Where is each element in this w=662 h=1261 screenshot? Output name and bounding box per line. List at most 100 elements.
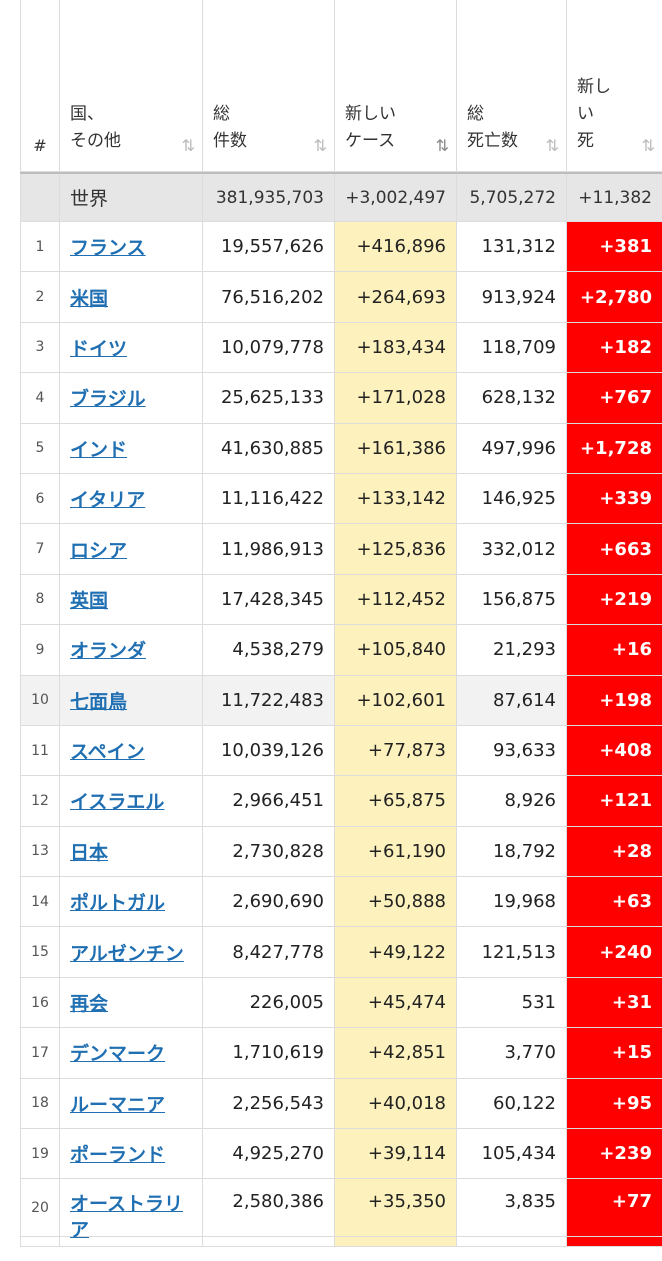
table-header-row: # 国、 その他 ⇅ 総 件数 ⇅ 新しい ケース ⇅ 総 死亡数 ⇅ 新し い… — [20, 0, 662, 172]
total-cases-cell: 2,256,543 — [203, 1078, 335, 1129]
table-row: 1 フランス 19,557,626 +416,896 131,312 +381 — [20, 222, 662, 273]
new-deaths-cell: +95 — [567, 1078, 662, 1129]
row-rank: 17 — [20, 1028, 60, 1078]
country-link[interactable]: 米国 — [70, 287, 109, 310]
header-total-cases[interactable]: 総 件数 ⇅ — [203, 0, 335, 171]
country-link[interactable]: アルゼンチン — [70, 942, 184, 965]
country-link[interactable]: 再会 — [70, 993, 109, 1016]
table-row: 16 再会 226,005 +45,474 531 +31 — [20, 977, 662, 1029]
country-link[interactable]: 日本 — [70, 841, 109, 864]
country-link[interactable]: イスラエル — [70, 791, 165, 814]
new-cases-cell: +112,452 — [335, 574, 457, 625]
new-cases-cell: +61,190 — [335, 826, 457, 877]
header-total-cases-label: 総 件数 — [213, 104, 247, 151]
header-num[interactable]: # — [20, 0, 60, 171]
header-total-deaths-label: 総 死亡数 — [467, 104, 518, 151]
header-new-cases[interactable]: 新しい ケース ⇅ — [335, 0, 457, 171]
row-rank: 11 — [20, 725, 60, 776]
total-deaths-cell: 18,792 — [457, 826, 567, 877]
new-cases-cell: +133,142 — [335, 473, 457, 524]
country-cell: フランス — [60, 222, 203, 272]
country-link[interactable]: オランダ — [70, 640, 147, 663]
country-link[interactable]: ブラジル — [70, 388, 146, 411]
country-cell: 七面鳥 — [60, 675, 203, 725]
country-link[interactable]: 七面鳥 — [70, 690, 128, 713]
country-cell: スペイン — [60, 725, 203, 776]
table-row: 14 ポルトガル 2,690,690 +50,888 19,968 +63 — [20, 877, 662, 928]
country-cell: ドイツ — [60, 322, 203, 373]
country-link[interactable]: ポルトガル — [70, 892, 166, 915]
new-cases-cell: +125,836 — [335, 524, 457, 574]
country-cell: インド — [60, 423, 203, 473]
total-cases-cell: 17,428,345 — [203, 574, 335, 625]
table-row: 20 オーストラリア 2,580,386 +35,350 3,835 +77 — [20, 1179, 662, 1241]
country-cell: イタリア — [60, 473, 203, 524]
header-new-deaths-label: 新し い 死 — [577, 77, 611, 151]
row-rank: 8 — [20, 574, 60, 625]
table-row: 18 ルーマニア 2,256,543 +40,018 60,122 +95 — [20, 1078, 662, 1130]
partial-cell — [60, 1237, 203, 1247]
country-cell: イスラエル — [60, 776, 203, 826]
total-cases-cell: 11,722,483 — [203, 675, 335, 725]
new-deaths-cell: +16 — [567, 625, 662, 675]
table-row: 12 イスラエル 2,966,451 +65,875 8,926 +121 — [20, 776, 662, 827]
country-link[interactable]: イタリア — [70, 489, 146, 512]
total-deaths-cell: 105,434 — [457, 1129, 567, 1179]
row-rank: 6 — [20, 473, 60, 524]
country-cell: オランダ — [60, 625, 203, 675]
header-new-deaths[interactable]: 新し い 死 ⇅ — [567, 0, 662, 171]
total-deaths-cell: 87,614 — [457, 675, 567, 725]
total-deaths-cell: 913,924 — [457, 272, 567, 322]
row-rank: 5 — [20, 423, 60, 473]
country-link[interactable]: ロシア — [70, 539, 128, 562]
country-link[interactable]: フランス — [70, 237, 146, 260]
new-cases-cell: +171,028 — [335, 373, 457, 423]
new-cases-cell: +45,474 — [335, 977, 457, 1028]
row-rank: 9 — [20, 625, 60, 675]
sort-icon: ⇅ — [641, 136, 656, 155]
header-country[interactable]: 国、 その他 ⇅ — [60, 0, 203, 171]
country-link[interactable]: ルーマニア — [70, 1093, 166, 1116]
total-deaths-cell: 146,925 — [457, 473, 567, 524]
country-cell: オーストラリア — [60, 1179, 203, 1241]
country-link[interactable]: デンマーク — [70, 1043, 166, 1066]
new-deaths-cell: +15 — [567, 1028, 662, 1078]
new-deaths-cell: +239 — [567, 1129, 662, 1179]
total-cases-cell: 76,516,202 — [203, 272, 335, 322]
total-cases-cell: 1,710,619 — [203, 1028, 335, 1078]
total-cases-cell: 2,966,451 — [203, 776, 335, 826]
sort-icon: ⇅ — [313, 136, 328, 155]
country-cell: アルゼンチン — [60, 927, 203, 977]
total-deaths-cell: 118,709 — [457, 322, 567, 373]
country-cell: 米国 — [60, 272, 203, 322]
table-row: 3 ドイツ 10,079,778 +183,434 118,709 +182 — [20, 322, 662, 374]
total-cases-cell: 8,427,778 — [203, 927, 335, 977]
new-cases-cell: +161,386 — [335, 423, 457, 473]
country-link[interactable]: 英国 — [70, 589, 109, 612]
row-rank: 7 — [20, 524, 60, 574]
country-cell: 再会 — [60, 977, 203, 1028]
total-cases-cell: 10,039,126 — [203, 725, 335, 776]
new-deaths-cell: +77 — [567, 1179, 662, 1237]
header-total-deaths[interactable]: 総 死亡数 ⇅ — [457, 0, 567, 171]
total-deaths-cell: 60,122 — [457, 1078, 567, 1129]
total-cases-cell: 11,986,913 — [203, 524, 335, 574]
country-link[interactable]: ポーランド — [70, 1144, 166, 1167]
table-row: 17 デンマーク 1,710,619 +42,851 3,770 +15 — [20, 1028, 662, 1079]
new-cases-cell: +416,896 — [335, 222, 457, 272]
table-row: 19 ポーランド 4,925,270 +39,114 105,434 +239 — [20, 1129, 662, 1180]
table-row: 5 インド 41,630,885 +161,386 497,996 +1,728 — [20, 423, 662, 474]
world-new-cases: +3,002,497 — [335, 174, 457, 221]
new-deaths-cell: +198 — [567, 675, 662, 725]
world-total-row: 世界 381,935,703 +3,002,497 5,705,272 +11,… — [20, 172, 662, 222]
new-deaths-cell: +408 — [567, 725, 662, 776]
total-deaths-cell: 121,513 — [457, 927, 567, 977]
country-link[interactable]: オーストラリア — [70, 1193, 184, 1242]
table-row: 8 英国 17,428,345 +112,452 156,875 +219 — [20, 574, 662, 626]
country-link[interactable]: インド — [70, 438, 128, 461]
country-link[interactable]: ドイツ — [70, 337, 128, 360]
table-row: 6 イタリア 11,116,422 +133,142 146,925 +339 — [20, 473, 662, 525]
world-total-deaths: 5,705,272 — [457, 174, 567, 221]
total-deaths-cell: 332,012 — [457, 524, 567, 574]
country-link[interactable]: スペイン — [70, 741, 145, 764]
